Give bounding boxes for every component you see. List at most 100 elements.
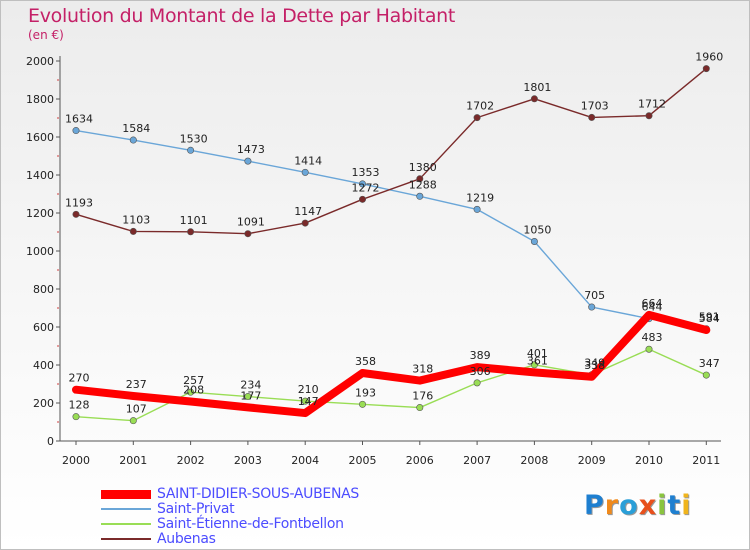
data-point [416,404,424,412]
data-point [244,157,252,165]
chart-axes [59,56,721,442]
legend-swatch [101,523,151,525]
data-label: 591 [699,311,720,324]
data-label: 664 [642,297,663,310]
data-label: 128 [69,399,90,412]
data-label: 257 [183,374,204,387]
x-tick-label: 2004 [291,454,319,467]
chart-subtitle: (en €) [28,28,64,42]
y-tick-label: 1000 [26,245,54,258]
data-label: 1193 [65,196,93,209]
data-label: 147 [298,395,319,408]
logo-letter: r [604,490,620,521]
data-point [187,397,195,405]
data-point [244,393,252,401]
data-point [358,195,366,203]
series-layer [72,65,711,425]
y-tick-label: 0 [47,435,54,448]
data-point [702,326,710,334]
data-point [588,113,596,121]
data-label: 1584 [122,122,150,135]
data-label: 237 [126,378,147,391]
data-point [129,392,137,400]
x-tick-label: 2007 [463,454,491,467]
data-point [473,114,481,122]
series-line [72,310,711,418]
y-tick-label: 800 [33,283,54,296]
legend-swatch [101,508,151,510]
logo-letter: i [657,490,668,521]
series-line [75,67,707,235]
logo-letter: P [584,490,605,521]
data-label: 270 [69,372,90,385]
y-tick-label: 600 [33,321,54,334]
data-point [645,112,653,120]
data-point [588,373,596,381]
data-point [244,403,252,411]
data-label: 1530 [180,132,208,145]
y-tick-label: 1800 [26,93,54,106]
data-point [702,65,710,73]
data-label: 644 [642,301,663,314]
data-label: 361 [527,354,548,367]
data-point [473,379,481,387]
data-label: 1288 [409,178,437,191]
data-point [301,168,309,176]
data-labels: 270 237 208 177 147 358 318 389 361 338 664 584 1634… [65,51,723,416]
x-tick-label: 2000 [62,454,90,467]
data-label: 177 [240,389,261,402]
x-tick-label: 2011 [692,454,720,467]
data-label: 210 [298,383,319,396]
data-point [187,146,195,154]
x-tick-label: 2001 [119,454,147,467]
data-point [129,227,137,235]
data-point [72,386,80,394]
data-point [129,417,137,425]
data-point [301,409,309,417]
data-point [358,180,366,188]
data-label: 1960 [695,51,723,64]
data-label: 1414 [294,154,322,167]
legend-label: Saint-Privat [157,501,235,517]
x-tick-label: 2010 [635,454,663,467]
data-point [358,400,366,408]
data-label: 358 [355,355,376,368]
data-point [416,192,424,200]
data-label: 338 [584,359,605,372]
data-label: 306 [470,365,491,378]
legend-label: Aubenas [157,531,216,547]
data-point [72,210,80,218]
data-label: 1272 [352,181,380,194]
data-point [129,136,137,144]
data-label: 483 [642,331,663,344]
data-label: 1380 [409,161,437,174]
data-label: 1091 [237,216,265,229]
logo-letter: t [667,490,682,521]
data-label: 347 [699,357,720,370]
data-label: 208 [183,383,204,396]
data-label: 1703 [581,99,609,112]
data-point [72,127,80,135]
data-label: 389 [470,349,491,362]
logo-letter: o [619,490,639,521]
data-label: 1634 [65,113,93,126]
x-tick-label: 2005 [349,454,377,467]
y-tick-label: 1600 [26,131,54,144]
y-tick-label: 400 [33,359,54,372]
x-tick-label: 2009 [578,454,606,467]
data-point [702,371,710,379]
data-point [473,205,481,213]
data-label: 1050 [523,224,551,237]
data-label: 1103 [122,213,150,226]
axis-ticks: 0 200 400 600 800 1000 1200 1400 1600 1800 2000 200… [26,55,720,467]
data-point [72,413,80,421]
legend-swatch [101,489,151,499]
data-point [416,175,424,183]
series-line [75,129,707,330]
data-label: 318 [412,363,433,376]
data-point [187,228,195,236]
data-label: 1702 [466,100,494,113]
data-label: 234 [240,379,261,392]
data-label: 349 [584,357,605,370]
